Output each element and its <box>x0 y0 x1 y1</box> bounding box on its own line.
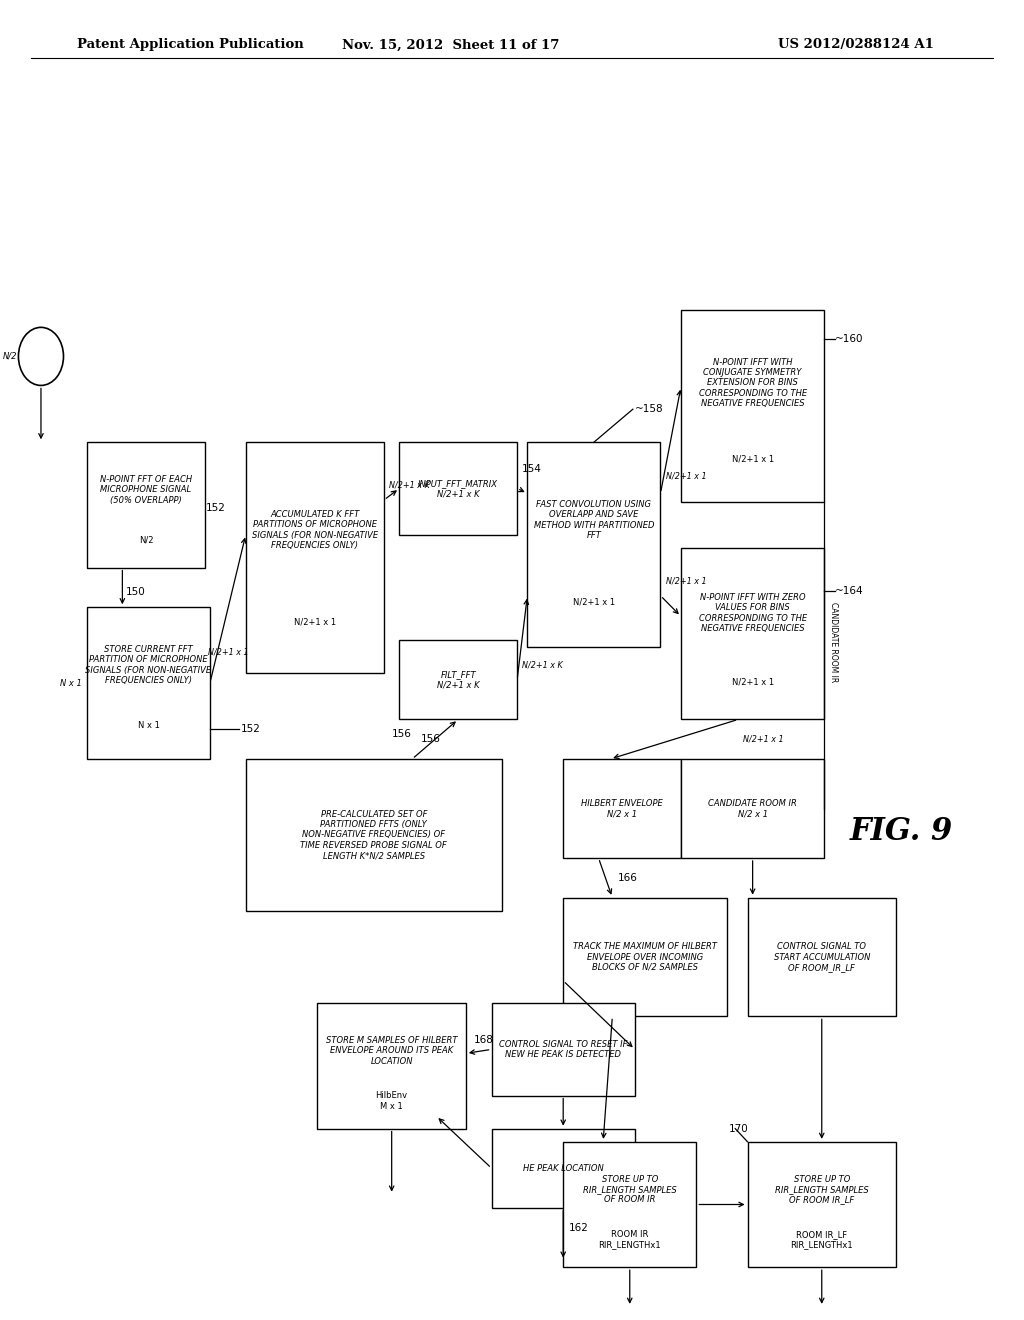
Text: STORE UP TO
RIR_LENGTH SAMPLES
OF ROOM IR: STORE UP TO RIR_LENGTH SAMPLES OF ROOM I… <box>583 1175 677 1204</box>
Text: 156: 156 <box>391 729 412 739</box>
Text: CONTROL SIGNAL TO RESET IF
NEW HE PEAK IS DETECTED: CONTROL SIGNAL TO RESET IF NEW HE PEAK I… <box>499 1040 628 1059</box>
Text: CANDIDATE ROOM IR
N/2 x 1: CANDIDATE ROOM IR N/2 x 1 <box>709 799 797 818</box>
Text: N x 1: N x 1 <box>60 678 82 688</box>
FancyBboxPatch shape <box>246 759 502 911</box>
Text: 154: 154 <box>522 463 542 474</box>
Text: N-POINT FFT OF EACH
MICROPHONE SIGNAL
(50% OVERLAPP): N-POINT FFT OF EACH MICROPHONE SIGNAL (5… <box>100 475 191 504</box>
Text: STORE UP TO
RIR_LENGTH SAMPLES
OF ROOM IR_LF: STORE UP TO RIR_LENGTH SAMPLES OF ROOM I… <box>775 1175 868 1204</box>
FancyBboxPatch shape <box>681 759 824 858</box>
Text: N/2+1 x K: N/2+1 x K <box>522 660 563 669</box>
Text: INPUT_FFT_MATRIX
N/2+1 x K: INPUT_FFT_MATRIX N/2+1 x K <box>418 479 499 498</box>
Text: N/2+1 x K: N/2+1 x K <box>389 480 430 490</box>
Text: ROOM IR_LF
RIR_LENGTHx1: ROOM IR_LF RIR_LENGTHx1 <box>791 1230 853 1249</box>
Text: STORE CURRENT FFT
PARTITION OF MICROPHONE
SIGNALS (FOR NON-NEGATIVE
FREQUENCIES : STORE CURRENT FFT PARTITION OF MICROPHON… <box>85 644 212 685</box>
Text: N/2+1 x 1: N/2+1 x 1 <box>572 597 615 606</box>
Text: N-POINT IFFT WITH
CONJUGATE SYMMETRY
EXTENSION FOR BINS
CORRESPONDING TO THE
NEG: N-POINT IFFT WITH CONJUGATE SYMMETRY EXT… <box>698 358 807 408</box>
FancyBboxPatch shape <box>246 442 384 673</box>
Text: N/2+1 x 1: N/2+1 x 1 <box>731 677 774 686</box>
Text: ~158: ~158 <box>635 404 664 414</box>
Circle shape <box>18 327 63 385</box>
FancyBboxPatch shape <box>492 1129 635 1208</box>
FancyBboxPatch shape <box>527 442 660 647</box>
Text: 166: 166 <box>617 873 637 883</box>
Text: HE PEAK LOCATION: HE PEAK LOCATION <box>523 1164 603 1172</box>
Text: N/2+1 x 1: N/2+1 x 1 <box>743 735 784 743</box>
Text: PRE-CALCULATED SET OF
PARTITIONED FFTS (ONLY
NON-NEGATIVE FREQUENCIES) OF
TIME R: PRE-CALCULATED SET OF PARTITIONED FFTS (… <box>300 809 447 861</box>
Text: N/2+1 x 1: N/2+1 x 1 <box>731 455 774 465</box>
Text: N/2: N/2 <box>3 352 17 360</box>
Text: 150: 150 <box>126 587 146 598</box>
Text: 162: 162 <box>568 1222 588 1233</box>
Text: N/2+1 x 1: N/2+1 x 1 <box>208 648 248 657</box>
Text: 168: 168 <box>474 1035 494 1045</box>
FancyBboxPatch shape <box>681 548 824 719</box>
Text: N/2+1 x 1: N/2+1 x 1 <box>294 618 336 627</box>
FancyBboxPatch shape <box>317 1003 466 1129</box>
Text: N/2: N/2 <box>138 536 154 545</box>
Text: TRACK THE MAXIMUM OF HILBERT
ENVELOPE OVER INCOMING
BLOCKS OF N/2 SAMPLES: TRACK THE MAXIMUM OF HILBERT ENVELOPE OV… <box>573 942 717 972</box>
Text: Nov. 15, 2012  Sheet 11 of 17: Nov. 15, 2012 Sheet 11 of 17 <box>342 38 559 51</box>
Text: US 2012/0288124 A1: US 2012/0288124 A1 <box>778 38 934 51</box>
Text: 152: 152 <box>206 503 225 513</box>
FancyBboxPatch shape <box>563 898 727 1016</box>
FancyBboxPatch shape <box>748 1142 896 1267</box>
FancyBboxPatch shape <box>399 442 517 535</box>
FancyBboxPatch shape <box>748 898 896 1016</box>
Text: HilbEnv
M x 1: HilbEnv M x 1 <box>376 1092 408 1110</box>
Text: N/2+1 x 1: N/2+1 x 1 <box>666 576 707 585</box>
Text: 170: 170 <box>729 1123 749 1134</box>
Text: Patent Application Publication: Patent Application Publication <box>77 38 303 51</box>
Text: N x 1: N x 1 <box>137 721 160 730</box>
Text: 156: 156 <box>420 734 440 744</box>
FancyBboxPatch shape <box>563 1142 696 1267</box>
Text: FAST CONVOLUTION USING
OVERLAPP AND SAVE
METHOD WITH PARTITIONED
FFT: FAST CONVOLUTION USING OVERLAPP AND SAVE… <box>534 500 654 540</box>
Text: STORE M SAMPLES OF HILBERT
ENVELOPE AROUND ITS PEAK
LOCATION: STORE M SAMPLES OF HILBERT ENVELOPE AROU… <box>326 1036 458 1065</box>
Text: FIG. 9: FIG. 9 <box>850 816 952 847</box>
Text: ~164: ~164 <box>835 586 863 595</box>
Text: ROOM IR
RIR_LENGTHx1: ROOM IR RIR_LENGTHx1 <box>598 1230 662 1249</box>
FancyBboxPatch shape <box>399 640 517 719</box>
Text: 152: 152 <box>241 723 260 734</box>
Text: FILT_FFT
N/2+1 x K: FILT_FFT N/2+1 x K <box>437 671 479 689</box>
FancyBboxPatch shape <box>563 759 681 858</box>
Text: N/2+1 x 1: N/2+1 x 1 <box>666 471 707 480</box>
FancyBboxPatch shape <box>681 310 824 502</box>
FancyBboxPatch shape <box>87 607 210 759</box>
Text: HILBERT ENVELOPE
N/2 x 1: HILBERT ENVELOPE N/2 x 1 <box>582 799 663 818</box>
Text: ~160: ~160 <box>835 334 863 345</box>
Text: ACCUMULATED K FFT
PARTITIONS OF MICROPHONE
SIGNALS (FOR NON-NEGATIVE
FREQUENCIES: ACCUMULATED K FFT PARTITIONS OF MICROPHO… <box>252 510 378 550</box>
FancyBboxPatch shape <box>492 1003 635 1096</box>
Text: CONTROL SIGNAL TO
START ACCUMULATION
OF ROOM_IR_LF: CONTROL SIGNAL TO START ACCUMULATION OF … <box>773 942 870 972</box>
FancyBboxPatch shape <box>87 442 205 568</box>
Text: N-POINT IFFT WITH ZERO
VALUES FOR BINS
CORRESPONDING TO THE
NEGATIVE FREQUENCIES: N-POINT IFFT WITH ZERO VALUES FOR BINS C… <box>698 593 807 634</box>
Text: CANDIDATE ROOM IR: CANDIDATE ROOM IR <box>829 602 839 682</box>
